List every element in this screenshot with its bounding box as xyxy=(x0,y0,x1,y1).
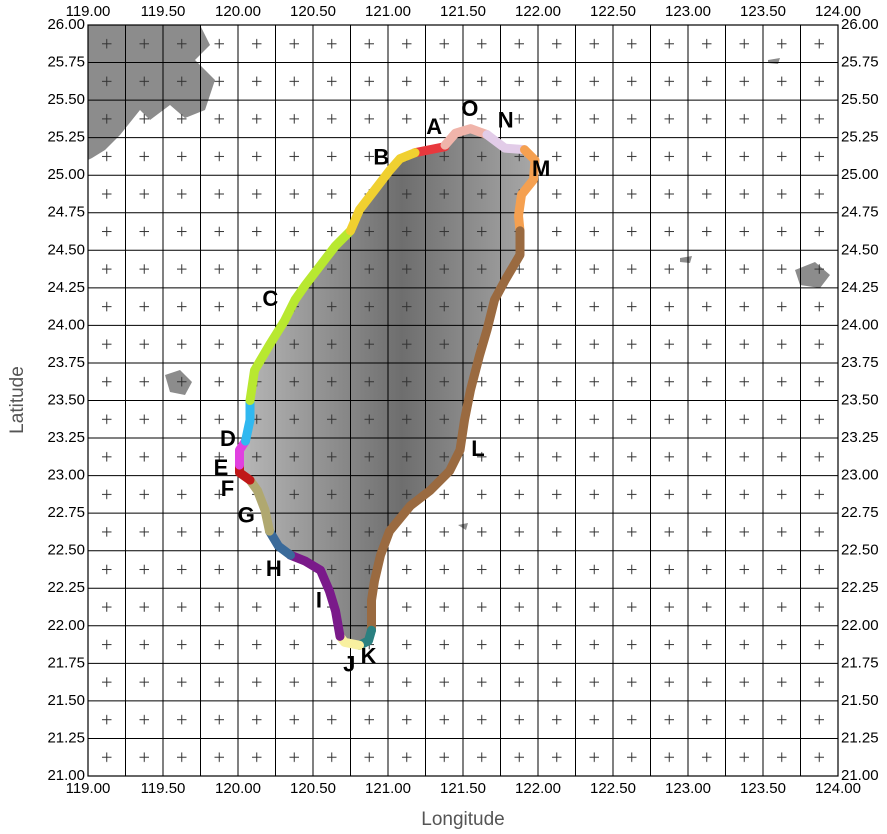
y-tick-label: 25.25 xyxy=(841,129,879,146)
y-axis-title: Latitude xyxy=(7,366,28,434)
y-tick-label: 25.50 xyxy=(841,91,879,108)
y-tick-label: 26.00 xyxy=(47,16,85,33)
y-tick-label: 23.00 xyxy=(47,467,85,484)
y-tick-label: 22.75 xyxy=(47,504,85,521)
y-tick-label: 24.00 xyxy=(47,316,85,333)
y-tick-label: 23.25 xyxy=(47,429,85,446)
x-tick-label: 121.00 xyxy=(365,3,411,20)
x-tick-label: 120.00 xyxy=(215,780,261,797)
x-tick-label: 122.50 xyxy=(590,3,636,20)
x-axis-title: Longitude xyxy=(421,809,504,830)
x-tick-label: 121.00 xyxy=(365,780,411,797)
y-tick-label: 25.00 xyxy=(841,166,879,183)
x-tick-label: 123.00 xyxy=(665,780,711,797)
segment-label: I xyxy=(316,588,322,613)
segment-label: H xyxy=(266,556,282,581)
x-tick-label: 122.00 xyxy=(515,780,561,797)
segment-label: L xyxy=(471,436,484,461)
y-tick-label: 23.75 xyxy=(47,354,85,371)
y-tick-label: 24.75 xyxy=(841,204,879,221)
y-tick-label: 22.50 xyxy=(47,542,85,559)
y-tick-label: 24.50 xyxy=(47,241,85,258)
y-tick-label: 21.50 xyxy=(47,692,85,709)
segment-label: N xyxy=(498,107,514,132)
y-tick-label: 24.25 xyxy=(841,279,879,296)
y-tick-label: 24.25 xyxy=(47,279,85,296)
y-tick-label: 23.50 xyxy=(841,391,879,408)
y-tick-label: 22.75 xyxy=(841,504,879,521)
x-tick-label: 119.50 xyxy=(141,780,186,797)
x-tick-label: 123.50 xyxy=(740,3,786,20)
segment-label: O xyxy=(461,96,478,121)
x-tick-label: 122.50 xyxy=(590,780,636,797)
y-tick-label: 23.00 xyxy=(841,467,879,484)
segment-label: A xyxy=(426,114,442,139)
x-tick-label: 123.50 xyxy=(740,780,786,797)
x-tick-label: 121.50 xyxy=(440,780,486,797)
segment-label: C xyxy=(262,286,278,311)
coast-segment xyxy=(415,147,445,153)
y-tick-label: 22.50 xyxy=(841,542,879,559)
segment-label: D xyxy=(220,426,236,451)
y-tick-label: 23.50 xyxy=(47,391,85,408)
y-tick-label: 21.75 xyxy=(47,654,85,671)
y-tick-label: 21.75 xyxy=(841,654,879,671)
y-tick-label: 21.50 xyxy=(841,692,879,709)
x-tick-label: 120.00 xyxy=(215,3,261,20)
y-tick-label: 21.00 xyxy=(841,767,879,784)
x-tick-label: 119.50 xyxy=(141,3,186,20)
y-tick-label: 22.25 xyxy=(47,579,85,596)
segment-label: J xyxy=(343,651,355,676)
y-tick-label: 24.75 xyxy=(47,204,85,221)
x-tick-label: 122.00 xyxy=(515,3,561,20)
y-tick-label: 23.75 xyxy=(841,354,879,371)
y-tick-label: 25.25 xyxy=(47,129,85,146)
y-tick-label: 21.25 xyxy=(47,729,85,746)
segment-label: B xyxy=(373,144,389,169)
x-tick-label: 120.50 xyxy=(290,3,336,20)
segment-label: G xyxy=(238,502,255,527)
y-tick-label: 24.50 xyxy=(841,241,879,258)
x-tick-label: 120.50 xyxy=(290,780,336,797)
segment-label: K xyxy=(361,643,377,668)
coast-segment xyxy=(246,401,251,442)
y-tick-label: 21.25 xyxy=(841,729,879,746)
segment-label: M xyxy=(532,156,550,181)
y-tick-label: 21.00 xyxy=(47,767,85,784)
map-chart: Longitude Latitude 119.00119.00119.50119… xyxy=(0,0,887,834)
y-tick-label: 26.00 xyxy=(841,16,879,33)
y-tick-label: 22.00 xyxy=(841,617,879,634)
x-tick-label: 121.50 xyxy=(440,3,486,20)
y-tick-label: 25.75 xyxy=(841,54,879,71)
y-tick-label: 24.00 xyxy=(841,316,879,333)
y-tick-label: 25.75 xyxy=(47,54,85,71)
grid xyxy=(88,25,838,776)
page: Longitude Latitude 119.00119.00119.50119… xyxy=(0,0,887,834)
y-tick-label: 22.25 xyxy=(841,579,879,596)
y-tick-label: 23.25 xyxy=(841,429,879,446)
segment-label: E xyxy=(214,455,229,480)
y-tick-label: 25.00 xyxy=(47,166,85,183)
y-tick-label: 25.50 xyxy=(47,91,85,108)
x-tick-label: 123.00 xyxy=(665,3,711,20)
y-tick-label: 22.00 xyxy=(47,617,85,634)
